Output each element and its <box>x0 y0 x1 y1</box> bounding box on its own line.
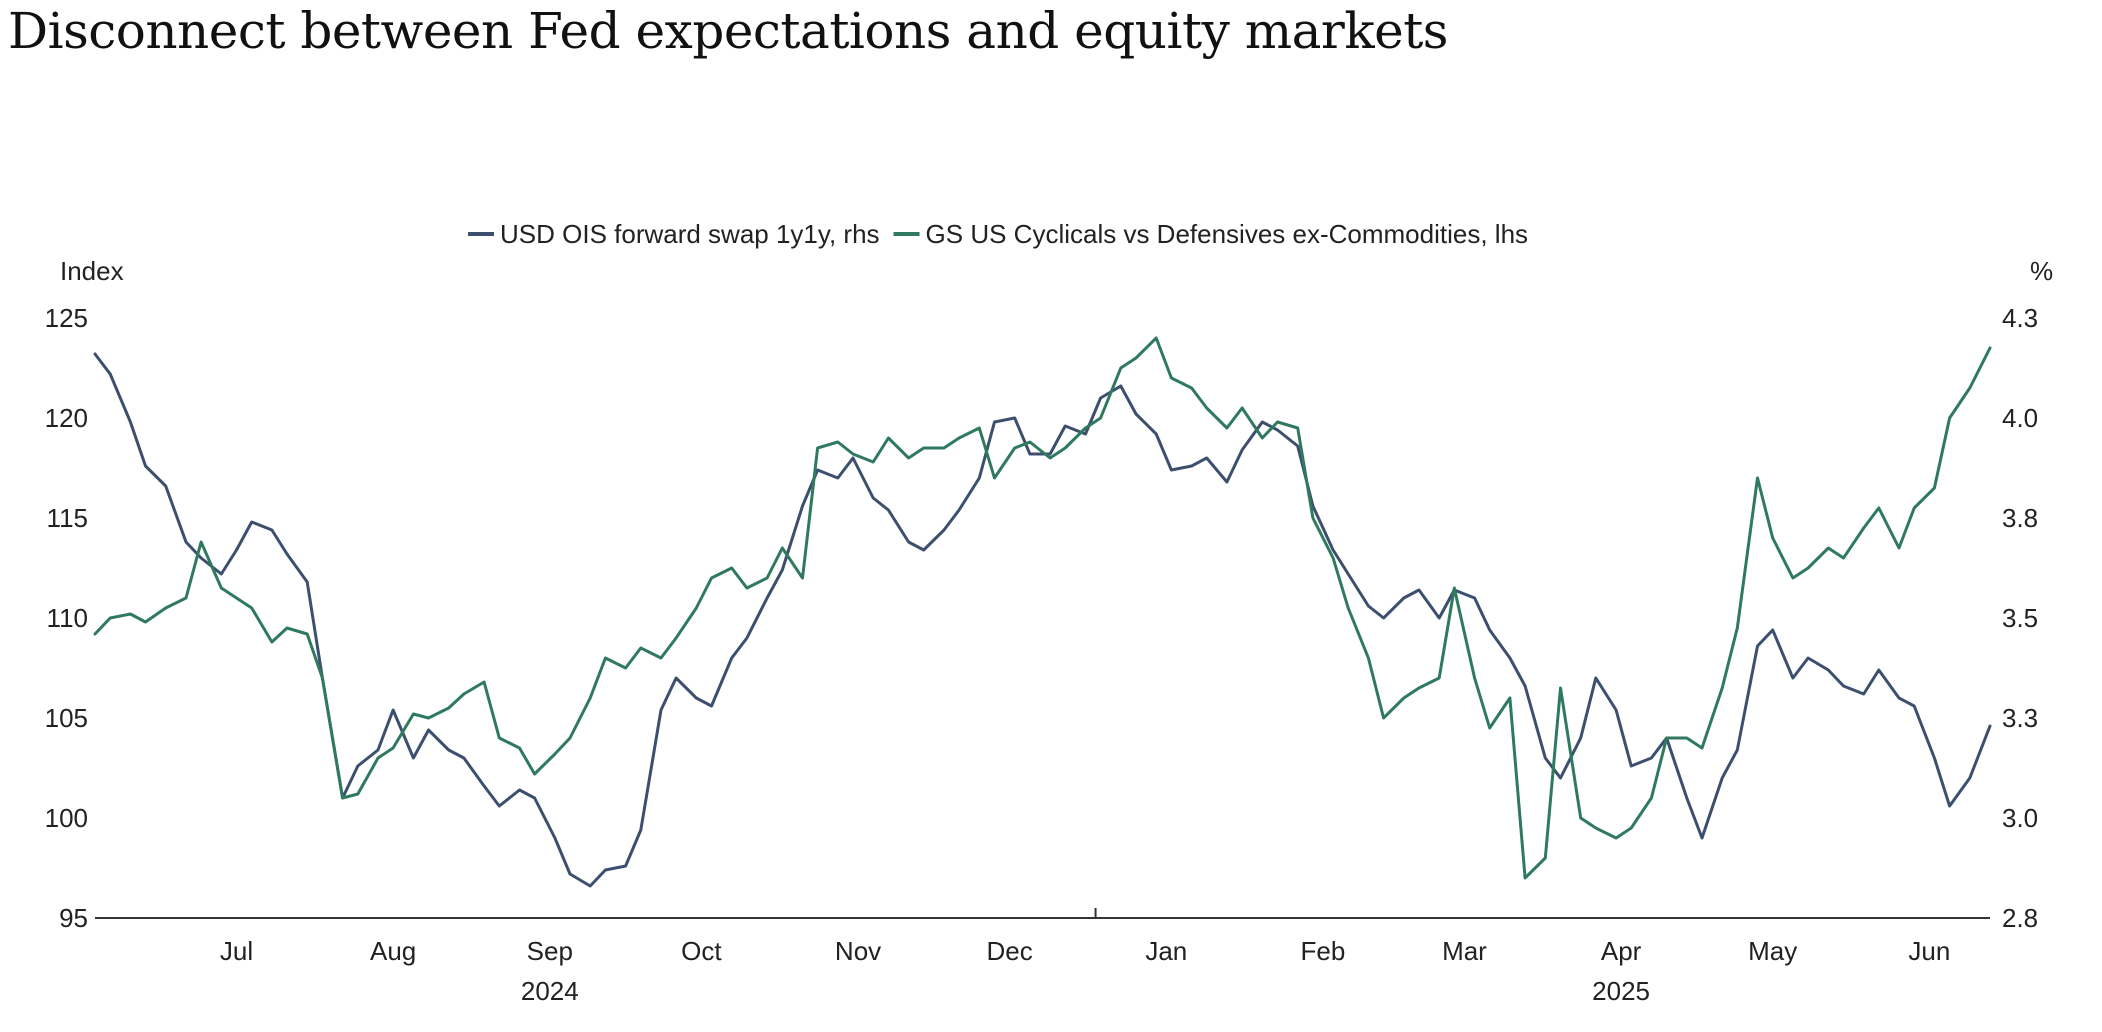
series-line-ois-swap <box>93 352 1992 888</box>
left-axis-ticks: 95 100 105 110 115 120 125 <box>45 303 88 933</box>
legend: USD OIS forward swap 1y1y, rhs GS US Cycl… <box>468 219 1528 249</box>
x-tick-label: Apr <box>1601 936 1642 966</box>
left-tick-label: 120 <box>45 403 88 433</box>
left-tick-label: 125 <box>45 303 88 333</box>
chart-title: Disconnect between Fed expectations and … <box>8 2 1448 60</box>
series-layer <box>93 336 1992 888</box>
x-tick-label: Jul <box>220 936 253 966</box>
left-tick-label: 105 <box>45 703 88 733</box>
x-tick-label: Jun <box>1908 936 1950 966</box>
x-axis-ticks: Jul Aug Sep Oct Nov Dec Jan Feb Mar Apr May Jun 2024… <box>220 908 1950 1006</box>
right-axis-label: % <box>2030 256 2053 286</box>
right-tick-label: 2.8 <box>2002 903 2038 933</box>
right-axis-ticks: 2.8 3.0 3.3 3.5 3.8 4.0 4.3 <box>2002 303 2038 933</box>
right-tick-label: 3.5 <box>2002 603 2038 633</box>
x-tick-label: Aug <box>370 936 416 966</box>
x-tick-label: May <box>1748 936 1797 966</box>
left-axis-label: Index <box>60 256 124 286</box>
x-tick-label: Jan <box>1145 936 1187 966</box>
legend-label: GS US Cyclicals vs Defensives ex-Commodi… <box>926 219 1529 249</box>
x-tick-label: Nov <box>835 936 881 966</box>
series-line-cyclicals-vs-defensives <box>93 336 1992 880</box>
right-tick-label: 3.8 <box>2002 503 2038 533</box>
x-tick-label: Oct <box>681 936 722 966</box>
right-tick-label: 4.0 <box>2002 403 2038 433</box>
left-tick-label: 110 <box>47 603 88 633</box>
right-tick-label: 3.0 <box>2002 803 2038 833</box>
year-label: 2024 <box>521 976 579 1006</box>
legend-label: USD OIS forward swap 1y1y, rhs <box>500 219 880 249</box>
right-tick-label: 3.3 <box>2002 703 2038 733</box>
left-tick-label: 95 <box>59 903 88 933</box>
x-tick-label: Dec <box>987 936 1033 966</box>
year-label: 2025 <box>1592 976 1650 1006</box>
x-tick-label: Sep <box>527 936 573 966</box>
x-tick-label: Feb <box>1301 936 1346 966</box>
x-tick-label: Mar <box>1442 936 1487 966</box>
left-tick-label: 100 <box>45 803 88 833</box>
right-tick-label: 4.3 <box>2002 303 2038 333</box>
left-tick-label: 115 <box>47 503 88 533</box>
